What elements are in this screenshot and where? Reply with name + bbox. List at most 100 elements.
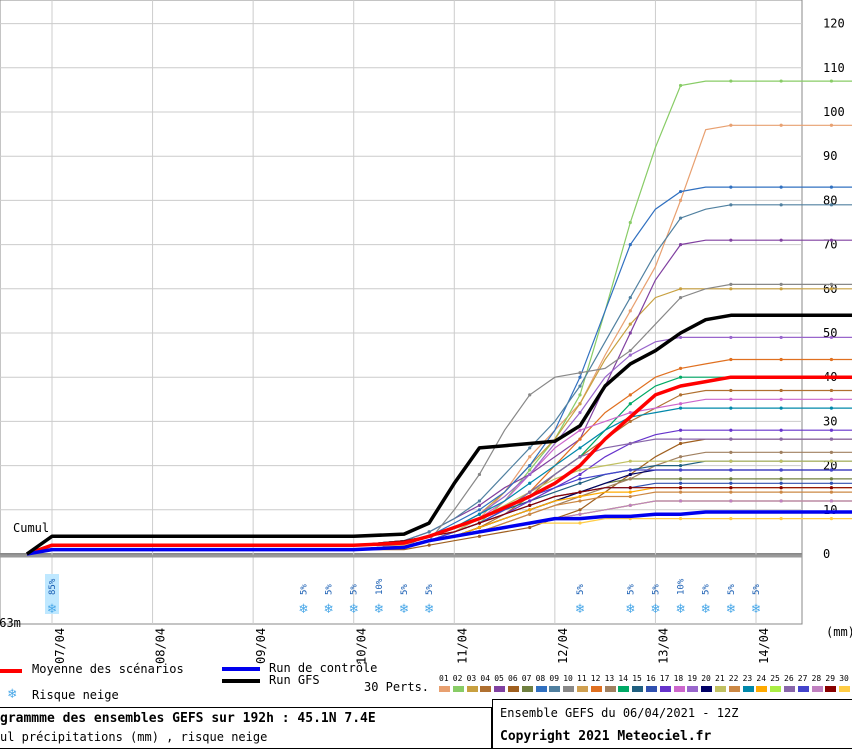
perturbation-swatch (659, 686, 671, 692)
member-point (779, 123, 783, 127)
snowflake-icon: ❄ (425, 601, 434, 617)
member-point (729, 357, 733, 362)
perturbation-swatch (452, 686, 464, 692)
member-point (628, 393, 632, 397)
member-point (729, 123, 733, 127)
member-point (628, 410, 632, 415)
snowflake-icon: ❄ (349, 601, 358, 617)
member-point (628, 503, 632, 507)
y-tick-label: 120 (823, 17, 845, 31)
member-point (729, 282, 733, 286)
member-point (729, 238, 733, 242)
member-point (477, 534, 482, 538)
member-point (729, 287, 733, 291)
perturbation-number: 18 (673, 674, 684, 683)
member-point (678, 481, 683, 485)
member-point (729, 335, 733, 340)
perturbation-number: 24 (756, 674, 767, 683)
member-point (477, 508, 482, 512)
perturbation-swatch (825, 686, 837, 692)
member-point (729, 490, 733, 494)
member-point (829, 357, 834, 362)
perturbation-number: 26 (784, 674, 794, 683)
member-point (729, 428, 733, 432)
y-tick-label: 20 (823, 459, 837, 473)
member-point (829, 517, 834, 521)
member-point (678, 216, 683, 220)
legend-perts-label: 30 Perts. (364, 680, 430, 694)
snowflake-icon: ❄ (8, 686, 17, 702)
member-point (829, 79, 834, 83)
snowflake-icon: ❄ (48, 601, 57, 617)
member-point (678, 499, 683, 503)
legend-control-line (222, 667, 260, 671)
cumul-label: Cumul (13, 521, 49, 535)
member-point (729, 486, 733, 490)
member-point (779, 486, 783, 490)
perturbation-number: 04 (480, 674, 491, 683)
member-point (678, 375, 683, 379)
member-point (578, 384, 582, 388)
member-point (628, 322, 632, 326)
member-point (678, 517, 683, 521)
perturbation-swatch (508, 686, 519, 692)
member-point (829, 428, 834, 432)
member-point (628, 243, 632, 247)
y-tick-label: 80 (823, 193, 837, 207)
member-point (628, 419, 632, 423)
footer-right-box (492, 699, 852, 749)
plot-area (0, 0, 803, 625)
snow-risk-label: 5% (425, 584, 435, 595)
member-point (578, 521, 582, 525)
x-tick-label: 10/04 (355, 628, 369, 664)
member-point (578, 481, 582, 485)
snow-risk-label: 10% (677, 578, 687, 595)
member-point (628, 490, 632, 494)
member-point (427, 543, 431, 547)
member-point (628, 331, 632, 335)
perturbation-swatch (535, 686, 547, 692)
member-point (779, 450, 783, 454)
member-point (628, 220, 632, 225)
member-point (578, 410, 582, 415)
snowflake-icon: ❄ (651, 601, 660, 617)
perturbation-number: 17 (659, 674, 670, 683)
perturbation-swatch (839, 686, 851, 692)
perturbation-swatch (728, 686, 740, 692)
x-tick-label: 14/04 (757, 628, 771, 664)
x-tick-label: 09/04 (254, 628, 268, 664)
perturbation-number: 13 (604, 674, 615, 683)
member-point (678, 490, 683, 494)
member-point (628, 349, 632, 353)
snow-risk-label: 5% (576, 584, 586, 595)
member-point (628, 296, 632, 300)
member-point (779, 477, 783, 481)
member-point (829, 238, 834, 242)
member-point (628, 402, 632, 406)
member-point (829, 481, 834, 485)
snowflake-icon: ❄ (375, 601, 384, 617)
member-point (578, 494, 582, 499)
legend-mean-label: Moyenne des scénarios (32, 662, 184, 676)
member-point (779, 406, 783, 410)
member-point (729, 406, 733, 410)
perturbation-number: 29 (825, 674, 836, 683)
series-line (25, 313, 852, 556)
member-point (578, 512, 582, 516)
member-point (528, 481, 532, 485)
member-point (528, 503, 532, 507)
member-point (829, 335, 834, 340)
y-tick-label: 50 (823, 326, 837, 340)
perturbation-swatch (439, 686, 450, 692)
member-point (779, 287, 783, 291)
member-point (477, 512, 482, 516)
member-point (528, 468, 532, 472)
perturbation-number: 08 (535, 674, 546, 683)
snow-risk-label: 5% (626, 584, 636, 595)
perturbation-number: 01 (439, 674, 449, 683)
perturbation-number: 21 (715, 674, 725, 683)
member-point (628, 459, 632, 463)
perturbation-swatch (590, 686, 602, 692)
member-point (678, 477, 683, 481)
perturbation-number: 11 (577, 674, 587, 683)
